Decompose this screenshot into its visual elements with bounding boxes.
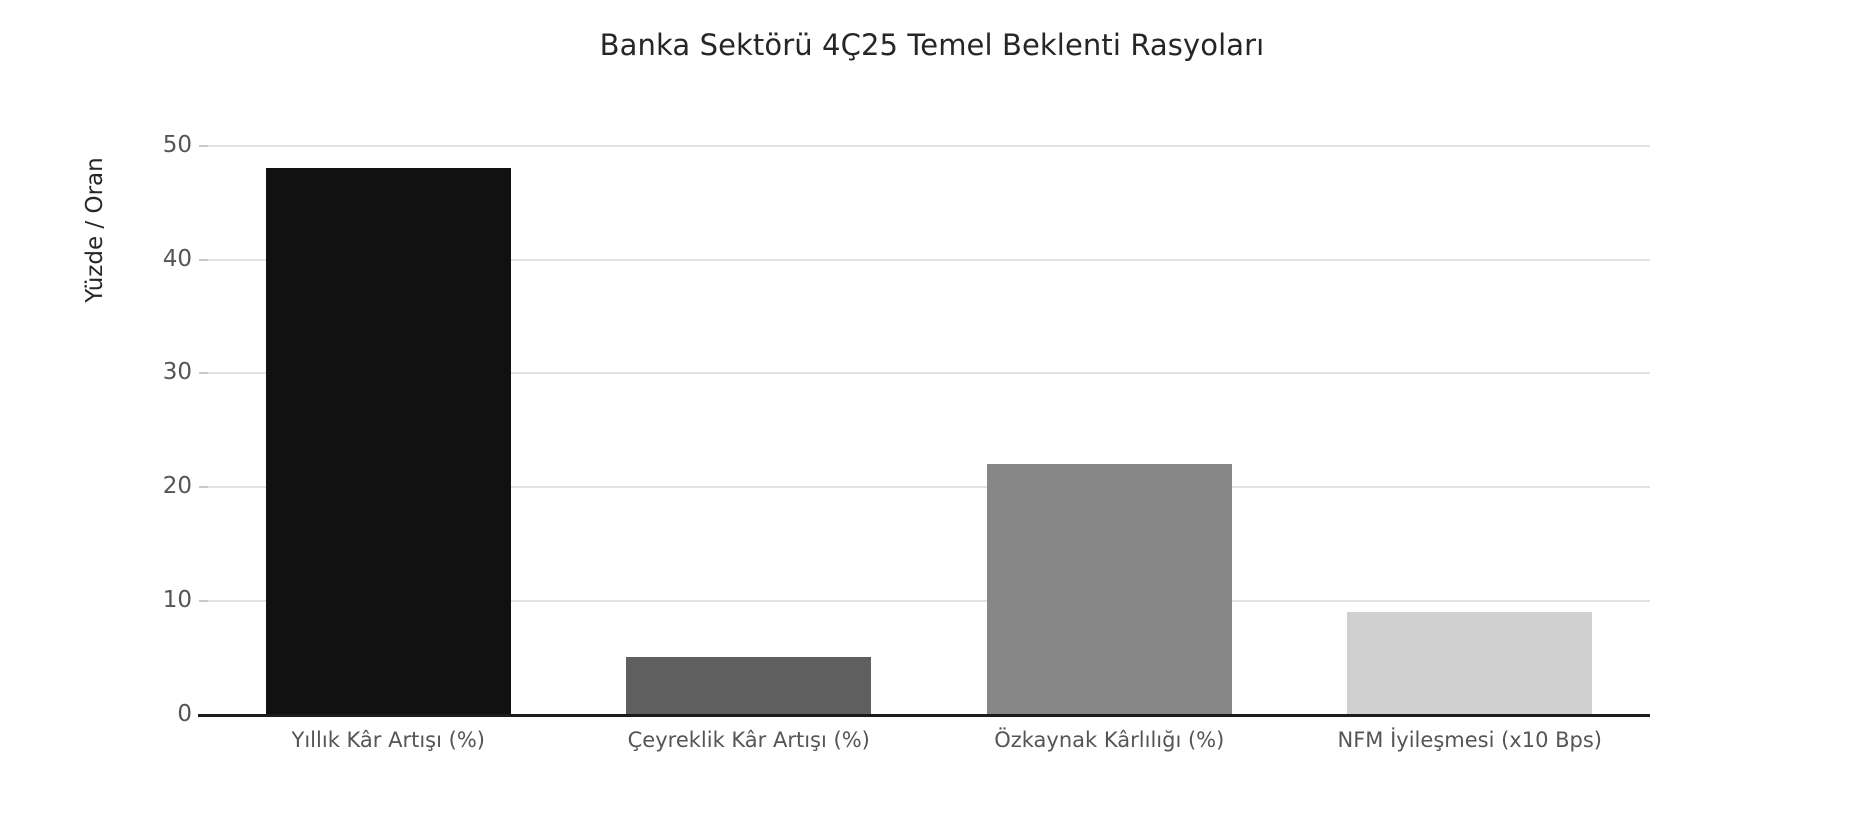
y-axis-tick-mark bbox=[199, 486, 208, 489]
plot-area: 0 10 20 30 40 50 Yıllık Kâr Artışı (%) Çeyrekl… bbox=[163, 122, 1650, 752]
y-axis-tick-label: 0 bbox=[177, 701, 192, 727]
gridline bbox=[208, 486, 1650, 489]
x-axis-line bbox=[198, 714, 1650, 717]
bar[interactable] bbox=[986, 463, 1232, 714]
chart-title: Banka Sektörü 4Ç25 Temel Beklenti Rasyol… bbox=[599, 28, 1265, 62]
gridline bbox=[208, 372, 1650, 375]
bar[interactable] bbox=[626, 657, 872, 714]
y-axis-tick-mark bbox=[199, 144, 208, 147]
y-axis-tick-label: 40 bbox=[162, 245, 192, 272]
x-axis-tick-label: Çeyreklik Kâr Artışı (%) bbox=[627, 728, 870, 752]
y-axis-title: Yüzde / Oran bbox=[82, 157, 108, 303]
gridline bbox=[208, 600, 1650, 603]
gridline bbox=[208, 144, 1650, 147]
y-axis-tick-label: 50 bbox=[162, 131, 192, 158]
y-axis-tick-label: 10 bbox=[162, 587, 192, 614]
x-axis-tick-label: NFM İyileşmesi (x10 Bps) bbox=[1337, 728, 1602, 752]
y-axis-tick-label: 20 bbox=[162, 473, 192, 500]
x-axis-tick-label: Özkaynak Kârlılığı (%) bbox=[994, 728, 1225, 752]
y-axis-tick-label: 30 bbox=[162, 359, 192, 386]
y-axis-tick-mark bbox=[199, 372, 208, 375]
bar[interactable] bbox=[1347, 611, 1593, 714]
bar[interactable] bbox=[265, 167, 511, 714]
y-axis-tick-mark bbox=[199, 258, 208, 261]
y-axis-tick-mark bbox=[199, 600, 208, 603]
gridline bbox=[208, 258, 1650, 261]
x-axis-tick-label: Yıllık Kâr Artışı (%) bbox=[291, 728, 485, 752]
